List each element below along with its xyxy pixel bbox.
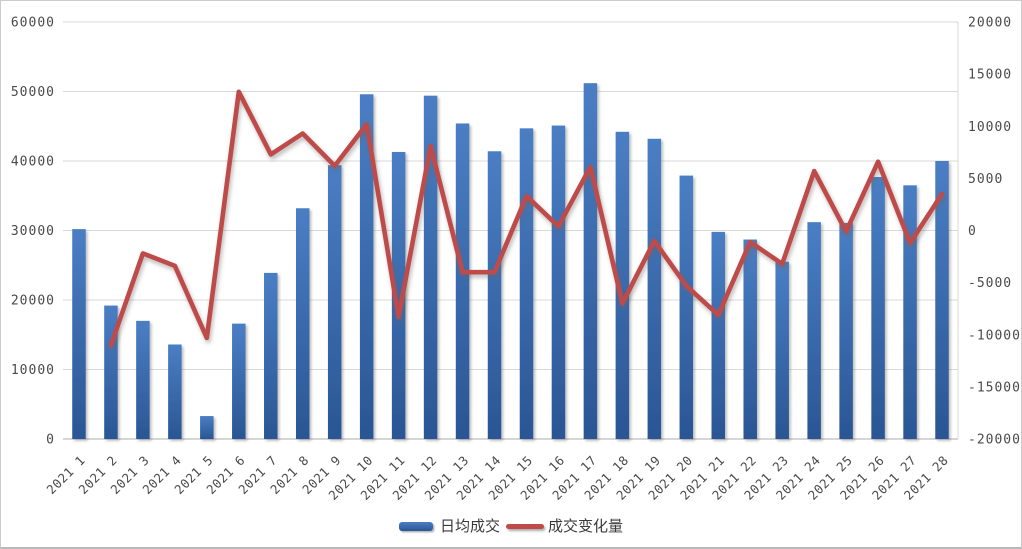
- left-axis-tick-label: 30000: [11, 224, 55, 239]
- right-axis-tick-label: 5000: [968, 172, 1003, 187]
- right-axis-tick-label: -20000: [968, 433, 1021, 448]
- bar-2021-10: [359, 94, 374, 439]
- bar-2021-9: [327, 165, 342, 440]
- right-axis-tick-label: -10000: [968, 328, 1021, 343]
- change-line: [108, 89, 945, 348]
- bar-2021-27: [903, 185, 917, 439]
- left-axis-tick-label: 20000: [11, 294, 55, 309]
- bar-2021-6: [232, 323, 246, 439]
- bar-2021-22: [743, 239, 757, 439]
- bar-2021-13: [455, 123, 470, 439]
- bar-2021-1: [72, 229, 86, 439]
- bar-2021-3: [136, 320, 150, 439]
- left-axis-tick-label: 40000: [11, 155, 55, 170]
- right-axis-labels: -20000 -15000 -10000 -5000 0 5000 10000 15000 20…: [968, 16, 1021, 448]
- left-axis-tick-label: 60000: [11, 16, 55, 31]
- bar-2021-11: [391, 151, 406, 439]
- right-axis-tick-label: 0: [968, 224, 977, 239]
- bar-2021-25: [839, 222, 853, 439]
- right-axis-tick-label: -15000: [968, 380, 1021, 395]
- bar-2021-16: [551, 125, 566, 440]
- bar-2021-8: [295, 208, 310, 439]
- right-axis-tick-label: 15000: [968, 68, 1012, 83]
- bar-2021-12: [423, 95, 438, 440]
- bar-series: [72, 83, 949, 440]
- bar-2021-7: [264, 272, 278, 439]
- bar-2021-14: [487, 151, 502, 439]
- bar-2021-5: [200, 416, 214, 439]
- bar-2021-4: [168, 344, 182, 439]
- bar-2021-28: [935, 161, 949, 439]
- bar-2021-15: [519, 128, 534, 439]
- right-axis-tick-label: 20000: [968, 16, 1012, 31]
- bar-2021-23: [775, 261, 789, 439]
- bar-2021-18: [615, 131, 630, 439]
- left-axis-labels: 0 10000 20000 30000 40000 50000 60000: [11, 16, 55, 448]
- bar-2021-20: [679, 175, 694, 439]
- bar-2021-24: [807, 222, 821, 439]
- right-axis-tick-label: -5000: [968, 276, 1012, 291]
- right-axis-tick-label: 10000: [968, 120, 1012, 135]
- bar-2021-19: [647, 138, 662, 439]
- left-axis-tick-label: 0: [46, 433, 55, 448]
- bar-2021-21: [711, 231, 726, 439]
- left-axis-tick-label: 50000: [11, 85, 55, 100]
- left-axis-tick-label: 10000: [11, 363, 55, 378]
- bar-2021-17: [583, 83, 598, 439]
- bar-2021-26: [871, 176, 885, 440]
